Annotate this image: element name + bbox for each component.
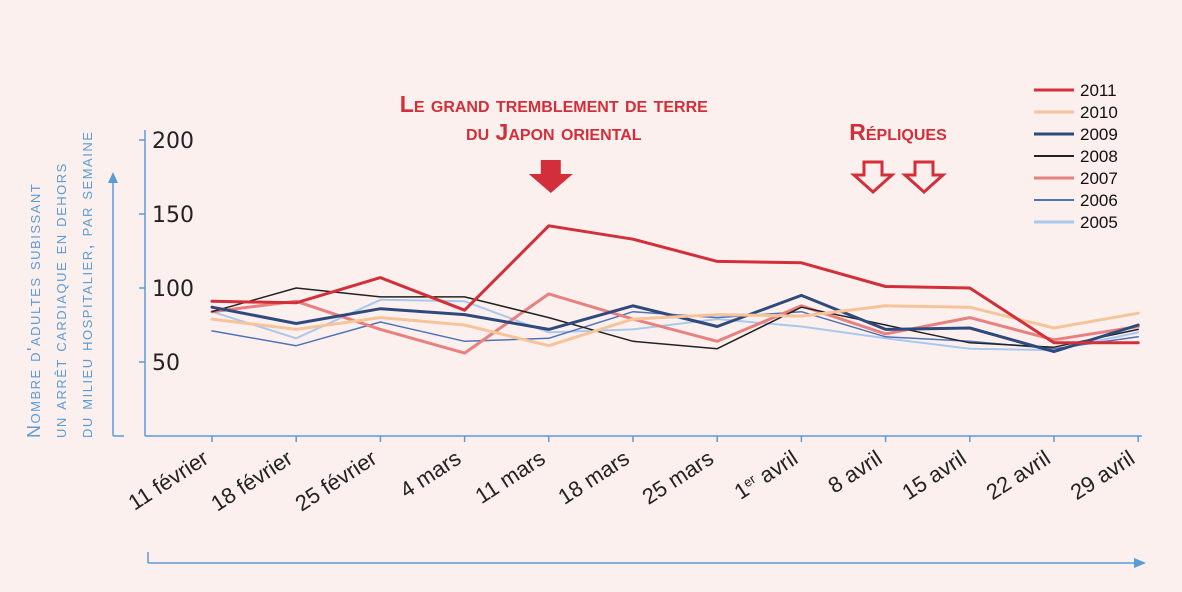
x-tick-label: 18 mars: [553, 445, 633, 509]
y-axis-label: Nombre d'adultes subissant: [24, 183, 44, 438]
legend-label-2005: 2005: [1080, 213, 1118, 232]
x-tick-label: 29 avril: [1066, 445, 1139, 505]
legend-label-2008: 2008: [1080, 147, 1118, 166]
x-tick-label: 4 mars: [395, 445, 465, 503]
y-axis-label: du milieu hospitalier, par semaine: [76, 131, 96, 438]
annotation-earthquake-line1: Le grand tremblement de terre: [400, 91, 708, 117]
y-axis-label: un arrêt cardiaque en dehors: [50, 162, 70, 438]
x-tick-label: 8 avril: [823, 445, 886, 498]
x-tick-label: 25 mars: [638, 445, 718, 509]
annotation-aftershock-arrow-2: [901, 160, 947, 195]
y-tick-label: 50: [152, 351, 180, 376]
y-tick-label: 200: [152, 129, 194, 154]
series-line-2008: [211, 287, 1139, 350]
annotation-earthquake-line2: du Japon oriental: [466, 119, 642, 145]
y-tick-label: 150: [152, 203, 194, 228]
x-tick-label: 25 février: [291, 445, 382, 516]
legend-label-2010: 2010: [1080, 103, 1118, 122]
series-line-2011: [210, 224, 1140, 345]
y-tick-label: 100: [152, 277, 194, 302]
annotation-earthquake-arrow: [528, 160, 573, 193]
series-line-2010: [210, 304, 1140, 348]
x-tick-label: 11 mars: [471, 445, 550, 508]
legend-label-2007: 2007: [1080, 169, 1118, 188]
x-tick-label: 1er avril: [730, 445, 803, 504]
x-tick-label: 22 avril: [982, 445, 1055, 505]
annotation-aftershocks: Répliques: [849, 119, 947, 145]
x-tick-label: 15 avril: [897, 445, 970, 505]
series-line-2007: [210, 292, 1140, 355]
annotation-aftershock-arrow-1: [850, 160, 896, 195]
legend-label-2011: 2011: [1080, 81, 1117, 100]
x-tick-label: 11 février: [124, 445, 213, 515]
x-tick-label: 18 février: [206, 445, 297, 516]
legend-label-2009: 2009: [1080, 125, 1118, 144]
y-axis-arrow-head: [108, 172, 118, 183]
legend-label-2006: 2006: [1080, 191, 1118, 210]
x-axis-arrow-head: [1134, 558, 1146, 568]
series-line-2005: [211, 298, 1140, 352]
